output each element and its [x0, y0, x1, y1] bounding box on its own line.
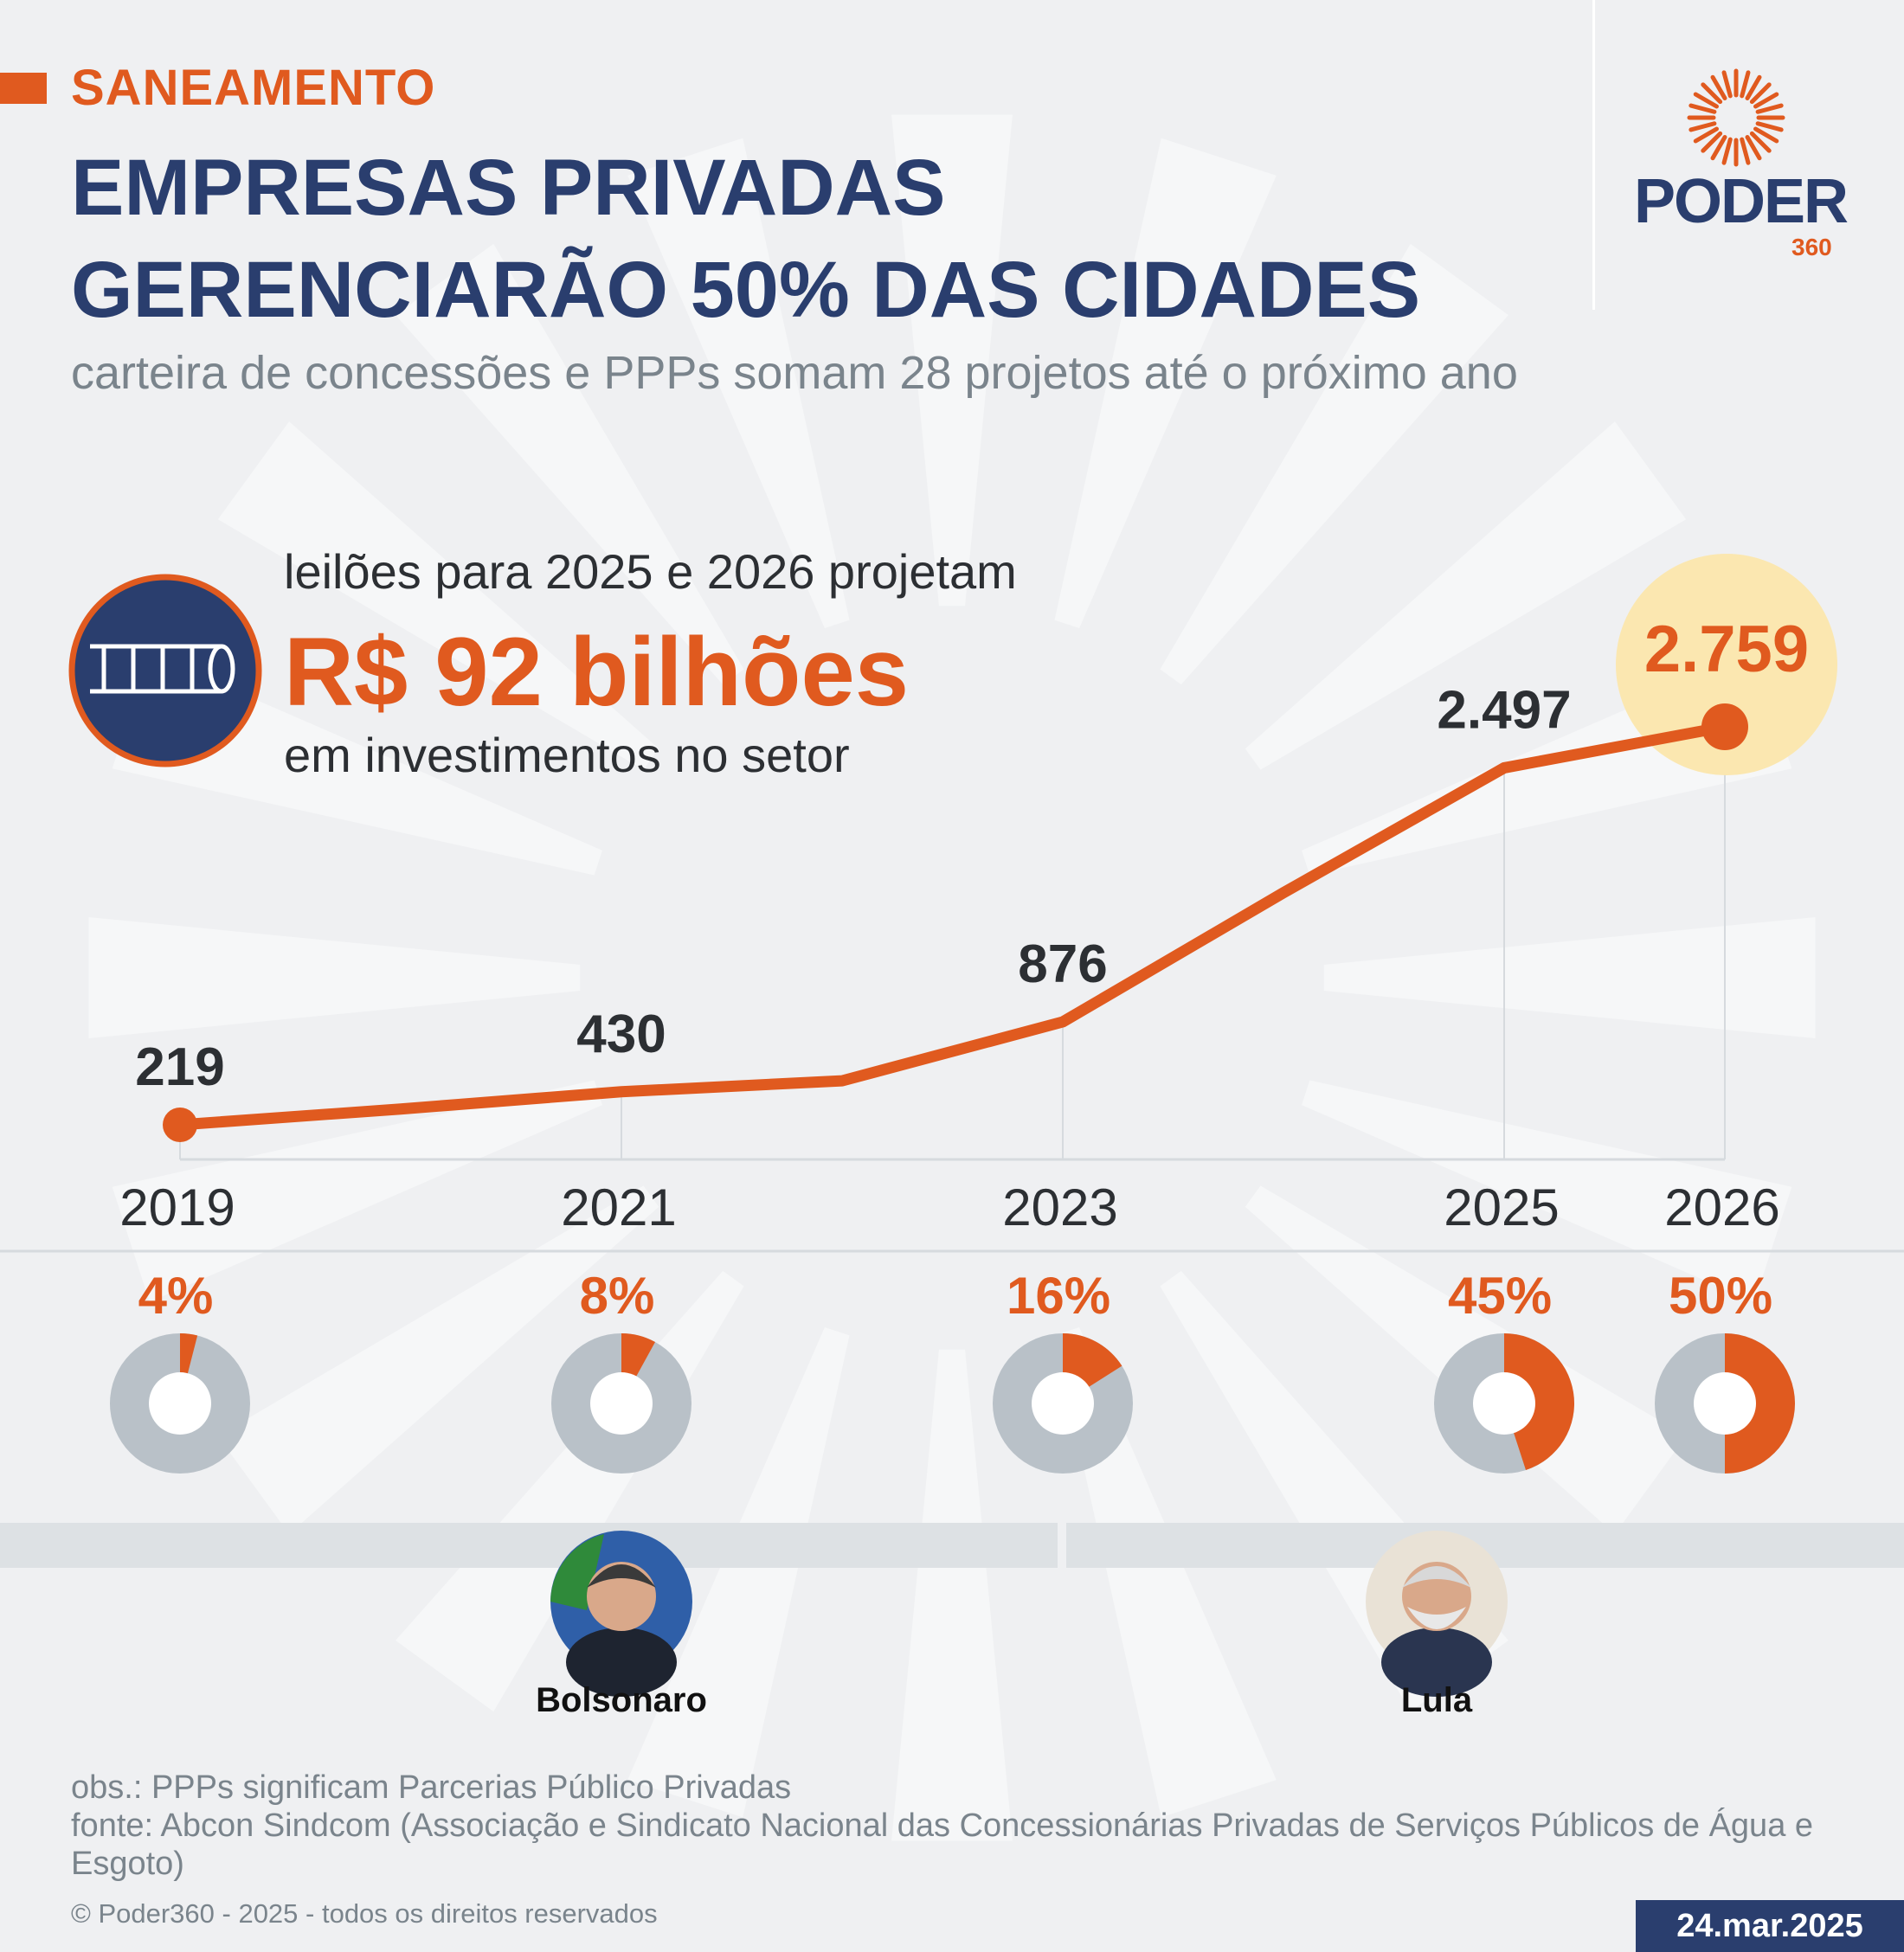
government-name: Bolsonaro	[536, 1681, 707, 1719]
avatar-suit	[566, 1628, 677, 1697]
value-label: 430	[576, 1005, 666, 1064]
donut-hole	[1032, 1372, 1094, 1435]
logo-ray	[1745, 135, 1762, 161]
share-donut	[993, 1333, 1133, 1474]
government-bar	[0, 1523, 1058, 1568]
logo-ray	[1710, 74, 1727, 100]
logo-ray	[1749, 82, 1772, 105]
value-label: 2.497	[1437, 680, 1571, 740]
year-label: 2023	[1002, 1178, 1117, 1236]
highlight-lead: leilões para 2025 e 2026 projetam	[284, 544, 1017, 599]
source-note: fonte: Abcon Sindcom (Associação e Sindi…	[71, 1808, 1814, 1882]
point-2026	[1701, 703, 1748, 750]
share-label: 45%	[1448, 1267, 1552, 1325]
logo-ray	[1740, 137, 1751, 165]
share-label: 8%	[580, 1267, 655, 1325]
donut-share	[1725, 1333, 1795, 1474]
logo-word: PODER	[1634, 167, 1849, 236]
logo-ray	[1755, 121, 1784, 132]
government-bolsonaro: Bolsonaro	[0, 1523, 1058, 1719]
obs-note: obs.: PPPs significam Parcerias Público …	[71, 1769, 792, 1806]
header-divider	[1592, 0, 1595, 310]
kicker-bar	[0, 73, 47, 104]
watermark-ray	[891, 1349, 1013, 1841]
share-label: 4%	[138, 1267, 214, 1325]
share-label: 16%	[1007, 1267, 1110, 1325]
series-line	[174, 721, 1731, 1131]
logo-ray	[1745, 74, 1762, 100]
watermark-ray	[88, 917, 581, 1038]
watermark-ray	[891, 114, 1013, 607]
logo-ray	[1693, 92, 1719, 109]
watermark-ray	[1323, 917, 1816, 1038]
watermark-ray	[1160, 243, 1508, 685]
logo-ray	[1753, 92, 1779, 109]
avatar-hair	[1402, 1566, 1471, 1588]
line-chart: 219 430 876 2.497 2.759 2019 2021 2023 2025 2026…	[0, 554, 1904, 1719]
watermark-ray	[1302, 1080, 1792, 1302]
highlight-circle	[1616, 554, 1837, 775]
logo-ray	[1710, 135, 1727, 161]
sun-rays-logo-icon	[1687, 68, 1785, 167]
donut-hole	[149, 1372, 211, 1435]
government-lula: Lula	[1066, 1523, 1904, 1719]
point-2019	[163, 1108, 197, 1142]
watermark-ray	[217, 421, 659, 770]
value-label: 219	[135, 1037, 224, 1097]
logo-ray	[1689, 121, 1717, 132]
subtitle: carteira de concessões e PPPs somam 28 p…	[71, 347, 1518, 399]
logo-number: 360	[1791, 234, 1832, 260]
share-donut	[1434, 1333, 1575, 1474]
year-label: 2026	[1664, 1178, 1779, 1236]
donut-share	[1504, 1333, 1575, 1471]
logo-ray	[1689, 103, 1717, 114]
logo-ray	[1749, 131, 1772, 153]
watermark-ray	[112, 1080, 602, 1302]
value-label: 2.759	[1644, 613, 1809, 686]
highlight-after: em investimentos no setor	[284, 728, 850, 782]
title-line-1: EMPRESAS PRIVADAS	[71, 144, 946, 232]
donut-hole	[1473, 1372, 1535, 1435]
highlight-amount: R$ 92 bilhões	[284, 618, 910, 726]
donut-hole	[1694, 1372, 1756, 1435]
year-label: 2025	[1444, 1178, 1559, 1236]
date-badge: 24.mar.2025	[1636, 1900, 1904, 1952]
logo-ray	[1755, 103, 1784, 114]
year-label: 2021	[561, 1178, 676, 1236]
value-label: 876	[1018, 934, 1107, 994]
watermark-ray	[1054, 138, 1277, 628]
pipe-icon	[68, 574, 262, 767]
share-donut	[1655, 1333, 1795, 1474]
copyright: © Poder360 - 2025 - todos os direitos re…	[71, 1898, 658, 1929]
logo-ray	[1693, 126, 1719, 144]
watermark-ray	[627, 138, 850, 628]
logo-ray	[1721, 137, 1733, 165]
avatar-suit	[1381, 1628, 1492, 1697]
share-label: 50%	[1669, 1267, 1772, 1325]
footer-notes: obs.: PPPs significam Parcerias Público …	[71, 1769, 1854, 1883]
share-donut	[551, 1333, 691, 1474]
page-title: EMPRESAS PRIVADAS GERENCIARÃO 50% DAS CI…	[71, 137, 1420, 341]
share-donut	[110, 1333, 250, 1474]
watermark-ray	[627, 1327, 850, 1818]
avatar-beard	[1407, 1607, 1466, 1629]
watermark-ray	[1245, 421, 1687, 770]
donut-hole	[590, 1372, 653, 1435]
logo-ray	[1753, 126, 1779, 144]
logo-ray	[1721, 70, 1733, 99]
avatar	[550, 1531, 692, 1697]
avatar	[1366, 1531, 1508, 1697]
logo-ray	[1701, 82, 1723, 105]
avatar-hair	[587, 1564, 656, 1588]
watermark-ray	[217, 1185, 659, 1534]
logo-ray	[1701, 131, 1723, 153]
watermark-ray	[396, 243, 744, 685]
title-line-2: GERENCIARÃO 50% DAS CIDADES	[71, 246, 1421, 334]
year-label: 2019	[119, 1178, 235, 1236]
logo-ray	[1740, 70, 1751, 99]
government-name: Lula	[1401, 1681, 1473, 1719]
kicker: SANEAMENTO	[71, 60, 436, 116]
